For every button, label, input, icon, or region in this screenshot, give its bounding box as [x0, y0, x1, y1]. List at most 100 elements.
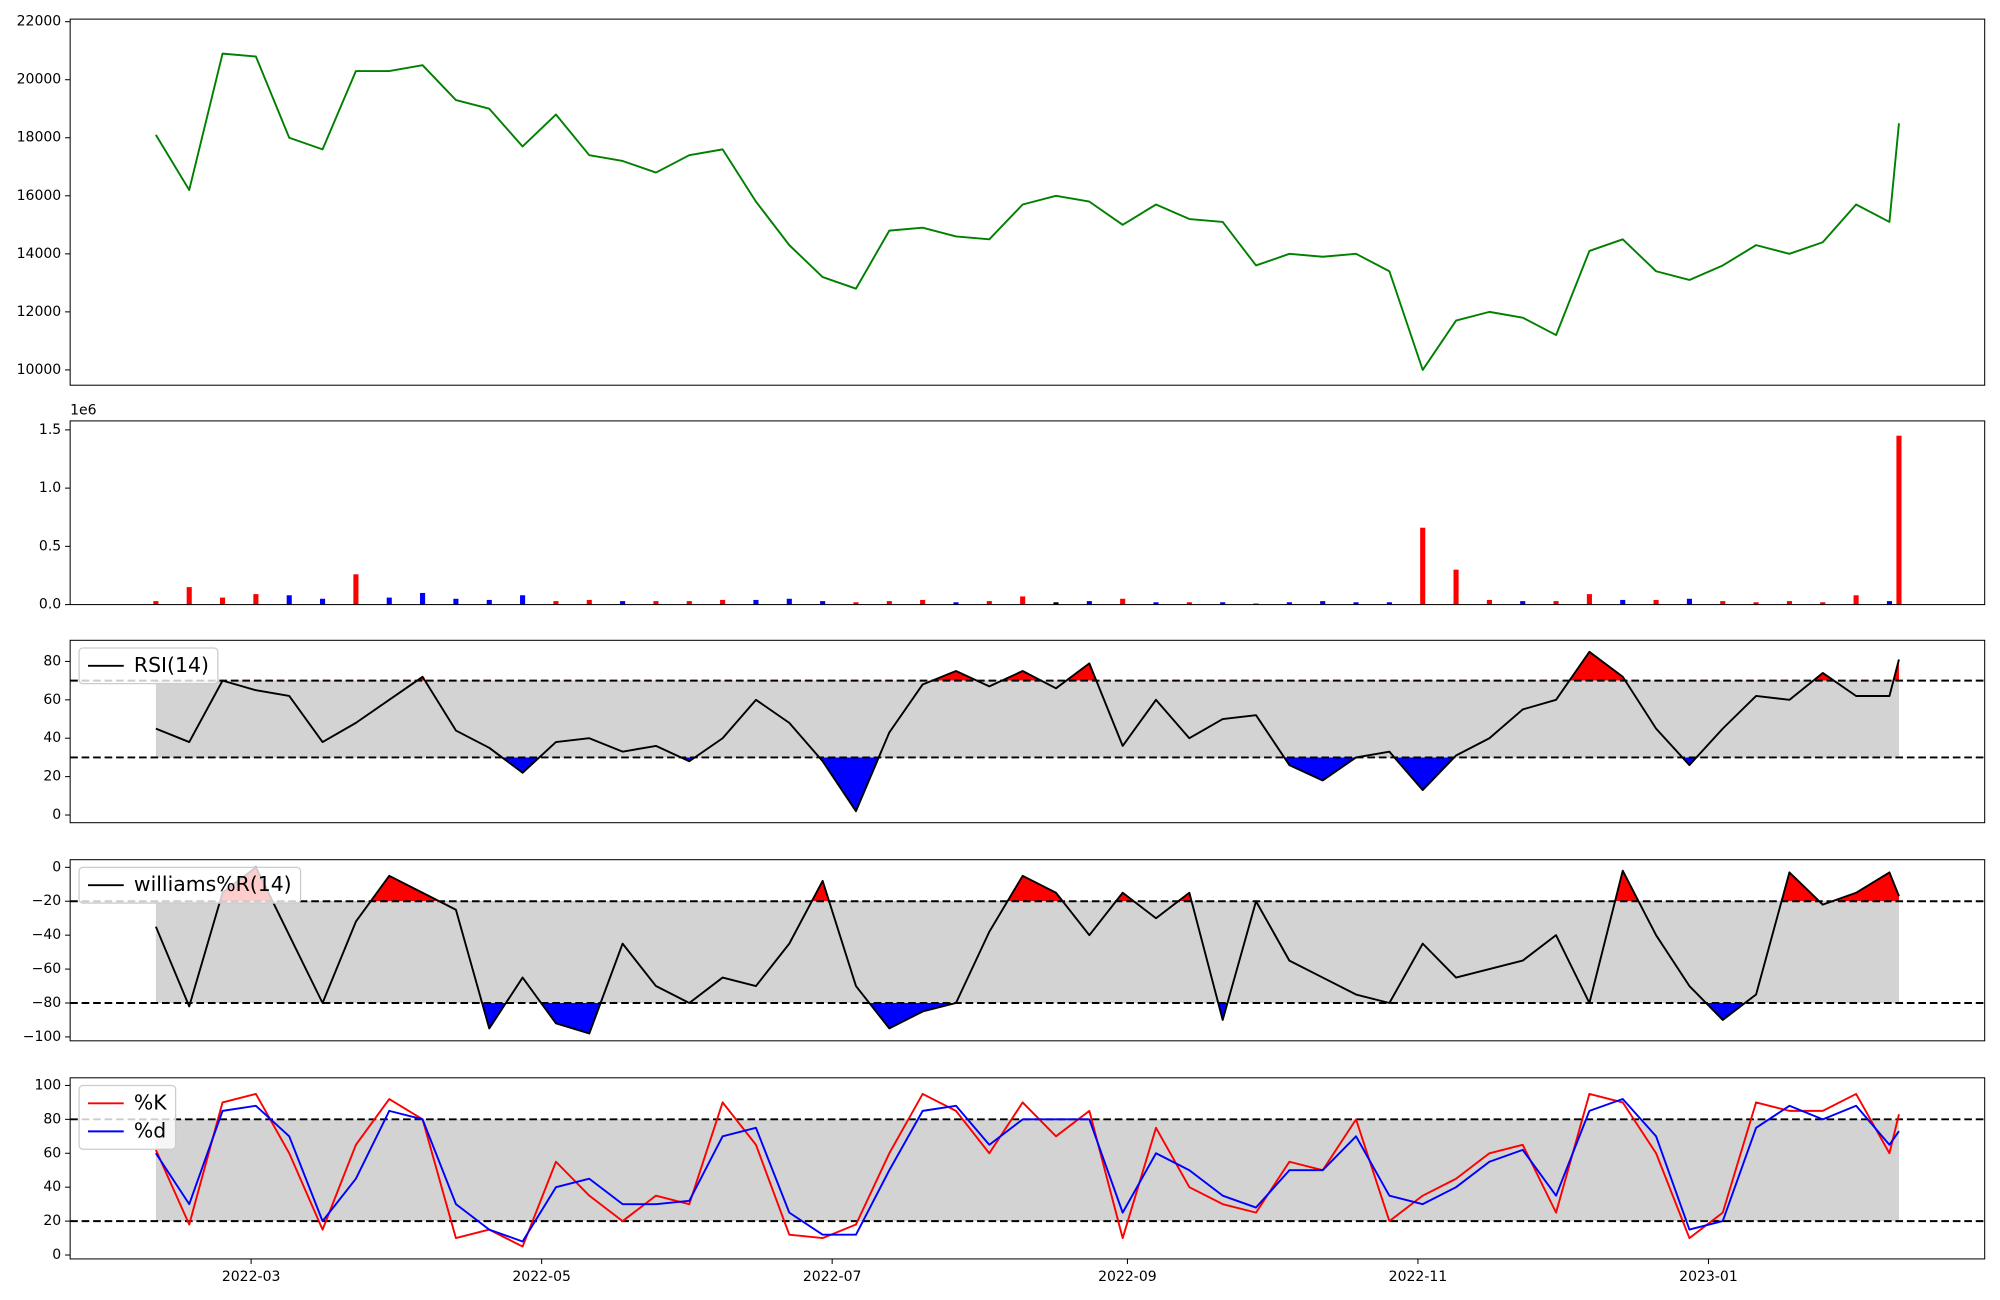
y-tick-label: −60	[32, 961, 62, 977]
y-tick-label: 0	[52, 1247, 61, 1263]
volume-bar	[986, 601, 992, 605]
y-tick-label: 60	[43, 692, 61, 708]
panel-frame	[69, 639, 1986, 824]
x-tick-label: 2022-07	[803, 1269, 862, 1285]
x-tick-label: 2022-05	[512, 1269, 571, 1285]
oversold-fill	[187, 1002, 1745, 1034]
volume-bar	[1386, 602, 1392, 605]
series-line	[155, 52, 1900, 371]
y-tick-label: 80	[43, 653, 61, 669]
overbought-fill	[220, 867, 1899, 902]
volume-bar	[520, 595, 526, 605]
y-tick-label: 40	[43, 730, 61, 746]
legend: RSI(14)	[78, 647, 219, 685]
y-tick-label: 20000	[17, 72, 62, 88]
legend-box	[78, 647, 219, 685]
volume-bar	[320, 598, 326, 605]
volume-bar	[386, 597, 392, 605]
volume-bar	[1320, 601, 1326, 605]
volume-bar	[686, 601, 692, 605]
y-tick-label: 100	[34, 1077, 61, 1093]
volume-bar	[1186, 602, 1192, 605]
panel: 0 20 40 60 80 RSI(14)	[43, 639, 1986, 824]
panel-frame	[69, 420, 1986, 606]
volume-bar	[1220, 602, 1226, 605]
threshold-band	[155, 901, 1899, 1003]
x-tick-label: 2022-03	[222, 1269, 281, 1285]
panel: 10000 12000 14000 16000 18000 20000 22000	[17, 14, 1986, 386]
volume-bar	[353, 574, 359, 605]
x-tick-label: 2023-01	[1679, 1269, 1738, 1285]
volume-bar	[153, 601, 159, 605]
volume-bar	[1820, 602, 1826, 605]
y-tick-label: −80	[32, 995, 62, 1011]
volume-bar	[420, 592, 426, 605]
legend-label: %d	[134, 1118, 166, 1142]
volume-bar	[1886, 601, 1892, 605]
volume-bar	[1353, 602, 1359, 605]
threshold-band	[155, 1119, 1899, 1222]
volume-bar	[620, 601, 626, 605]
y-tick-label: 12000	[17, 304, 62, 320]
volume-bar	[253, 594, 259, 605]
y-tick-label: 60	[43, 1145, 61, 1161]
y-tick-label: −40	[32, 927, 62, 943]
legend-box	[78, 1084, 177, 1150]
series-line	[155, 650, 1900, 813]
y-tick-label: 0	[52, 807, 61, 823]
y-tick-label: 40	[43, 1179, 61, 1195]
volume-bar	[1286, 602, 1292, 605]
y-tick-label: 0	[52, 859, 61, 875]
panel: 0.0 0.5 1.0 1.5 1e6	[39, 403, 1986, 613]
panel-frame	[69, 859, 1986, 1042]
legend-box	[78, 866, 302, 904]
y-tick-label: 1.5	[39, 422, 61, 438]
legend-label: williams%R(14)	[134, 872, 292, 896]
y-tick-label: −20	[32, 893, 62, 909]
volume-bar	[1620, 599, 1626, 605]
y-tick-label: 20	[43, 1213, 61, 1229]
volume-bar	[1486, 599, 1492, 605]
volume-bar	[953, 602, 959, 605]
y-tick-label: 22000	[17, 14, 62, 30]
volume-bar	[486, 599, 492, 605]
volume-bar	[853, 602, 859, 605]
volume-bar	[1786, 601, 1792, 605]
volume-bar	[220, 597, 226, 605]
volume-bar	[753, 599, 759, 605]
volume-bar	[720, 599, 726, 605]
legend: williams%R(14)	[78, 866, 302, 904]
volume-bar	[1686, 598, 1692, 605]
volume-bar	[1896, 435, 1902, 605]
series-line	[154, 866, 1900, 1035]
x-tick-label: 2022-09	[1098, 1269, 1157, 1285]
volume-bar	[1520, 601, 1526, 605]
panel: 0 20 40 60 80 100 2022-03 2022-05 2022-07 2022-09…	[34, 1077, 1986, 1285]
y-tick-label: 0.5	[39, 538, 61, 554]
volume-bar	[1853, 595, 1859, 605]
volume-bar	[1720, 601, 1726, 605]
volume-bar	[286, 595, 292, 605]
series-line	[155, 1098, 1900, 1243]
y-tick-label: 14000	[17, 246, 62, 262]
panel-frame	[69, 1077, 1986, 1260]
y-tick-label: 0.0	[39, 597, 61, 613]
volume-bar	[553, 601, 559, 605]
volume-bar	[453, 598, 459, 605]
volume-bar	[186, 587, 192, 605]
volume-bar	[1653, 599, 1659, 605]
volume-bar	[1053, 602, 1059, 605]
volume-bar	[653, 601, 659, 605]
volume-bar	[1553, 601, 1559, 605]
volume-bar	[786, 598, 792, 605]
volume-bar	[1253, 603, 1259, 605]
volume-bar	[1120, 598, 1126, 605]
volume-bar	[820, 601, 826, 605]
y-tick-label: 18000	[17, 130, 62, 146]
axis-offset-label: 1e6	[70, 403, 97, 419]
threshold-band	[155, 680, 1899, 758]
volume-bar	[1453, 569, 1459, 605]
y-tick-label: 16000	[17, 188, 62, 204]
